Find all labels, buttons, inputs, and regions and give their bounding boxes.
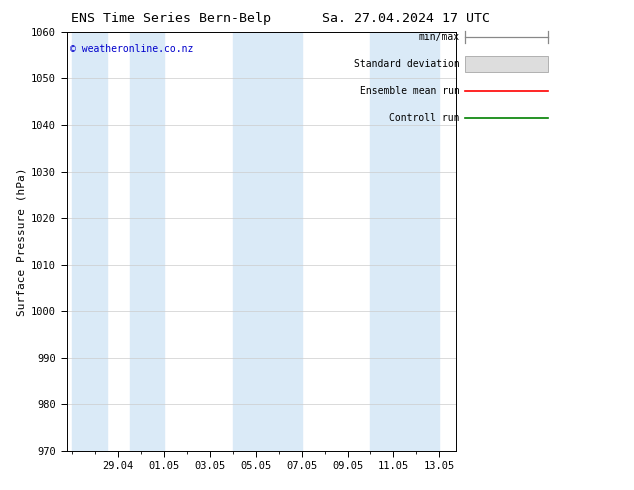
Bar	[72, 32, 107, 451]
Bar	[129, 32, 164, 451]
Bar	[233, 32, 268, 451]
Text: min/max: min/max	[418, 32, 460, 42]
Text: Ensemble mean run: Ensemble mean run	[359, 86, 460, 96]
Bar	[405, 32, 439, 451]
Text: Sa. 27.04.2024 17 UTC: Sa. 27.04.2024 17 UTC	[322, 12, 489, 25]
Bar	[370, 32, 405, 451]
Y-axis label: Surface Pressure (hPa): Surface Pressure (hPa)	[17, 167, 27, 316]
Bar	[268, 32, 302, 451]
Text: Standard deviation: Standard deviation	[354, 59, 460, 69]
Text: © weatheronline.co.nz: © weatheronline.co.nz	[70, 45, 194, 54]
Text: ENS Time Series Bern-Belp: ENS Time Series Bern-Belp	[71, 12, 271, 25]
Text: Controll run: Controll run	[389, 113, 460, 122]
